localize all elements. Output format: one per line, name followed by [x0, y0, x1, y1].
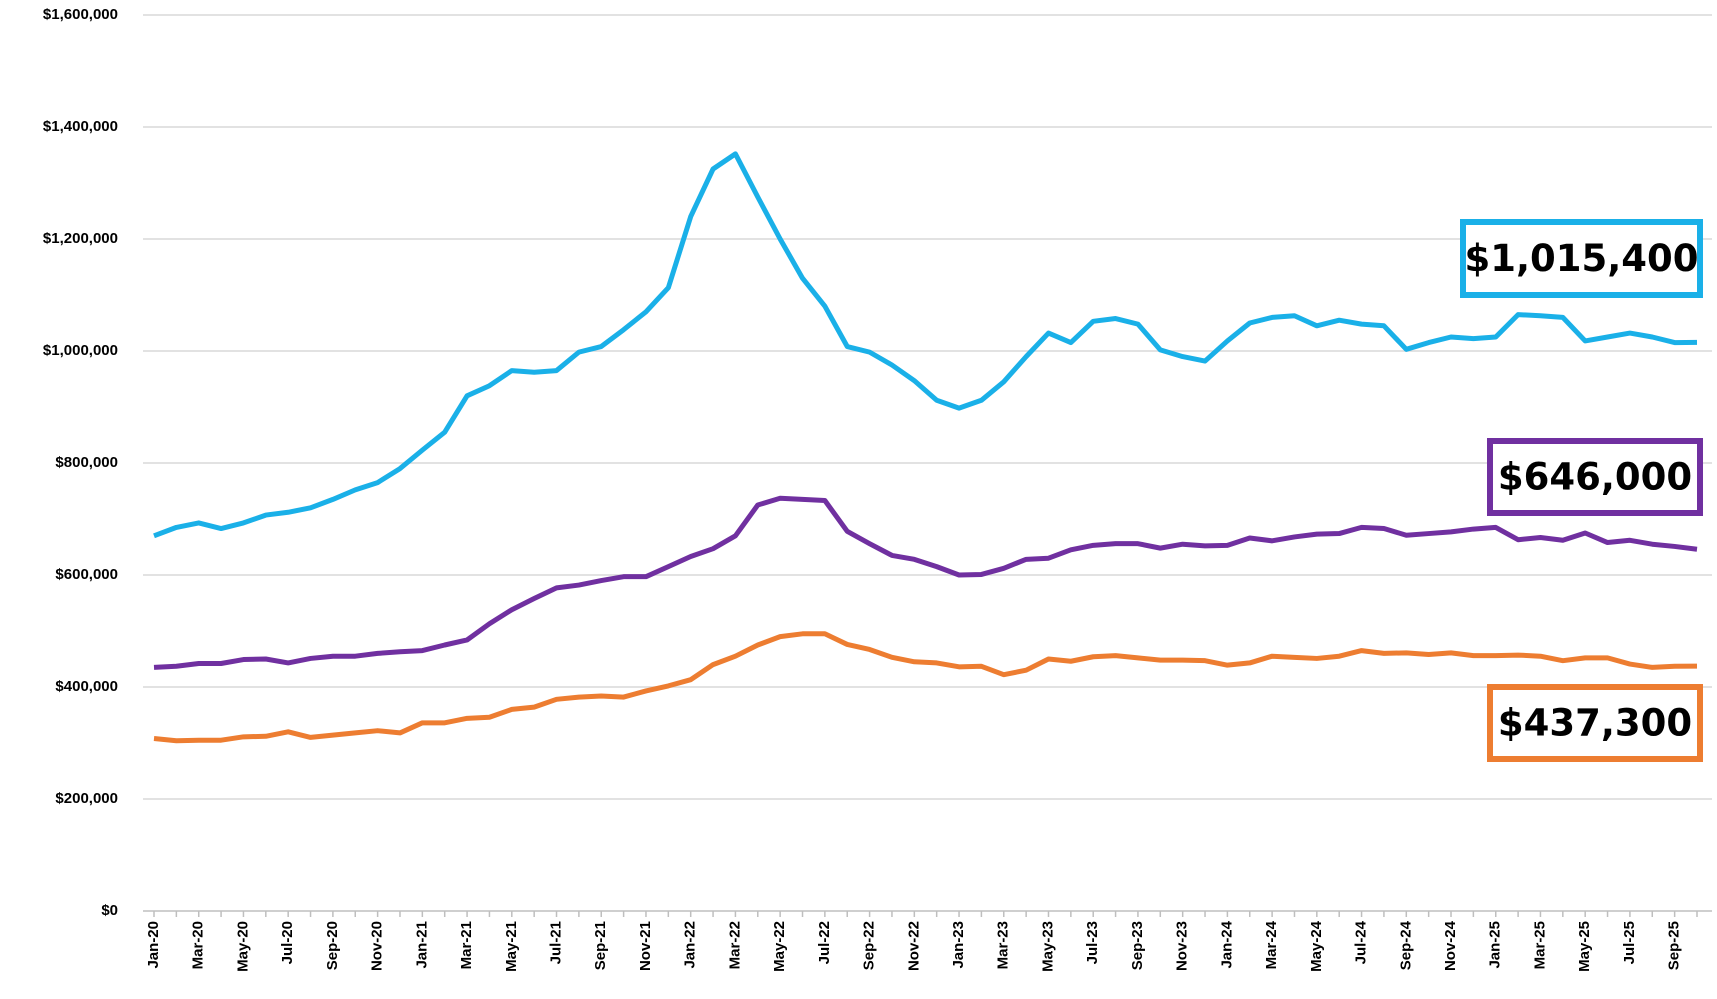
- x-tick-label: Jan-23: [950, 921, 967, 969]
- x-tick-label: Jan-21: [413, 921, 430, 969]
- x-tick-label: May-23: [1039, 921, 1056, 972]
- x-tick-label: May-22: [771, 921, 788, 972]
- x-tick-label: Sep-21: [592, 921, 609, 970]
- end-label-box: [1487, 684, 1703, 762]
- x-tick-label: Mar-22: [726, 921, 743, 969]
- x-tick-label: Jul-21: [547, 921, 564, 964]
- x-tick-label: Nov-22: [905, 921, 922, 971]
- y-tick-label: $0: [101, 902, 118, 919]
- x-tick-label: Jan-20: [145, 921, 162, 969]
- x-tick-label: Nov-23: [1174, 921, 1191, 971]
- end-label: $646,000: [1498, 456, 1692, 499]
- y-tick-label: $800,000: [55, 454, 118, 471]
- x-tick-label: Mar-24: [1263, 920, 1280, 969]
- x-tick-label: Jul-24: [1353, 920, 1370, 964]
- x-tick-label: May-25: [1576, 921, 1593, 972]
- x-tick-label: Sep-24: [1397, 920, 1414, 970]
- end-label-box: [1487, 438, 1703, 516]
- x-tick-label: Jul-25: [1621, 921, 1638, 964]
- x-tick-label: May-24: [1308, 920, 1325, 972]
- x-tick-label: Nov-21: [637, 921, 654, 971]
- x-tick-label: Nov-24: [1442, 920, 1459, 971]
- x-tick-label: Jul-22: [816, 921, 833, 964]
- x-tick-label: Jul-23: [1084, 921, 1101, 964]
- x-tick-label: May-20: [234, 921, 251, 972]
- x-tick-label: Sep-23: [1129, 921, 1146, 970]
- y-tick-label: $1,600,000: [43, 6, 118, 23]
- x-tick-label: May-21: [503, 921, 520, 972]
- end-label-box: [1460, 219, 1703, 298]
- y-tick-label: $200,000: [55, 790, 118, 807]
- x-tick-label: Jul-20: [279, 921, 296, 964]
- y-tick-label: $1,400,000: [43, 118, 118, 135]
- x-tick-label: Mar-23: [995, 921, 1012, 969]
- series-line: [153, 495, 1698, 670]
- x-tick-label: Sep-22: [861, 921, 878, 970]
- y-tick-label: $400,000: [55, 678, 118, 695]
- x-tick-label: Jan-25: [1487, 921, 1504, 969]
- x-tick-label: Sep-25: [1666, 921, 1683, 970]
- x-tick-label: Mar-20: [190, 921, 207, 969]
- x-tick-label: Mar-25: [1531, 921, 1548, 969]
- y-tick-label: $1,000,000: [43, 342, 118, 359]
- x-tick-label: Nov-20: [369, 921, 386, 971]
- x-tick-label: Sep-20: [324, 921, 341, 970]
- x-tick-label: Jan-22: [682, 921, 699, 969]
- y-tick-label: $1,200,000: [43, 230, 118, 247]
- series-line: [153, 631, 1698, 744]
- x-tick-label: Mar-21: [458, 921, 475, 969]
- x-tick-label: Jan-24: [1218, 920, 1235, 968]
- end-label: $437,300: [1498, 702, 1692, 745]
- series-line: [153, 151, 1698, 539]
- end-label: $1,015,400: [1464, 237, 1698, 280]
- y-tick-label: $600,000: [55, 566, 118, 583]
